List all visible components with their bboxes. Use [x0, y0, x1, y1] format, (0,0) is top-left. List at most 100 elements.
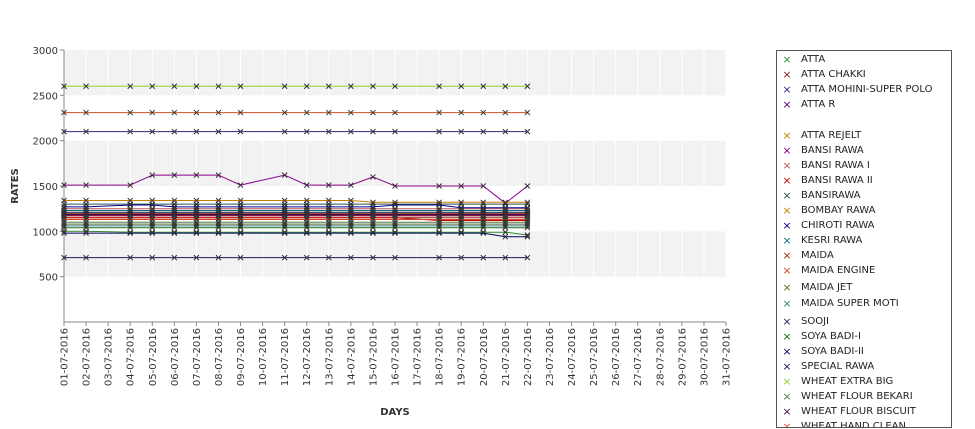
data-point [303, 128, 310, 135]
data-point [458, 199, 465, 206]
data-point [61, 230, 67, 237]
data-point [237, 182, 244, 188]
data-point [325, 211, 332, 217]
series-bombay-rawa [61, 197, 531, 206]
legend-label: MAIDA JET [801, 282, 853, 293]
data-point [83, 224, 89, 231]
data-point [370, 224, 376, 231]
x-tick-label: 28-07-2016 [655, 328, 666, 386]
data-point [392, 229, 398, 236]
data-point [480, 109, 487, 116]
data-point [436, 224, 442, 231]
data-point [215, 172, 222, 178]
data-point [171, 224, 178, 231]
x-tick-label: 20-07-2016 [479, 328, 490, 386]
data-point [436, 109, 442, 116]
legend-marker-icon: × [782, 390, 792, 403]
legend-label: WHEAT EXTRA BIG [801, 376, 894, 387]
legend-label: SPECIAL RAWA [801, 361, 875, 372]
data-point [524, 254, 531, 261]
data-point [436, 183, 442, 189]
legend-item-maida: × MAIDA [777, 249, 951, 263]
series-special-rawa [61, 254, 531, 261]
data-point [458, 109, 465, 116]
data-point [348, 254, 354, 261]
data-point [281, 254, 288, 261]
x-tick-label: 16-07-2016 [391, 328, 402, 386]
data-point [348, 128, 354, 135]
data-point [524, 233, 531, 240]
data-point [61, 128, 67, 135]
data-point [524, 109, 531, 116]
data-point [480, 219, 487, 226]
data-point [237, 224, 244, 231]
data-point [171, 109, 178, 116]
data-point [127, 219, 134, 226]
data-point [61, 109, 67, 116]
x-tick-label: 13-07-2016 [324, 328, 335, 386]
data-point [281, 224, 288, 231]
data-point [348, 230, 354, 237]
legend-item-wheat-flour-biscuit: × WHEAT FLOUR BISCUIT [777, 405, 951, 419]
data-point [392, 183, 398, 189]
data-point [215, 109, 222, 116]
grid-lines [63, 50, 727, 322]
legend-item-maida-jet: × MAIDA JET [777, 281, 951, 295]
x-tick-label: 29-07-2016 [677, 328, 688, 386]
data-point [348, 83, 354, 90]
data-point [325, 230, 332, 237]
data-point [325, 219, 332, 226]
data-point [127, 211, 134, 217]
data-point [237, 128, 244, 135]
data-point [127, 202, 134, 208]
data-point [281, 197, 288, 204]
data-point [480, 230, 487, 237]
legend-label: BANSI RAWA I [801, 160, 870, 171]
data-point [83, 109, 89, 116]
data-point [149, 211, 156, 217]
data-point [436, 128, 442, 135]
data-point [193, 197, 200, 204]
legend-marker-icon: × [782, 297, 792, 310]
data-point [127, 182, 134, 188]
data-point [436, 202, 442, 208]
data-point [193, 128, 200, 135]
legend-label: BANSI RAWA [801, 145, 864, 156]
data-point [524, 199, 531, 206]
data-point [458, 219, 465, 226]
data-point [502, 254, 509, 261]
data-point [193, 254, 200, 261]
legend-label: WHEAT FLOUR BEKARI [801, 391, 913, 402]
data-point [502, 224, 509, 231]
y-tick-label: 1000 [33, 227, 58, 238]
data-point [215, 128, 222, 135]
legend-item-wheat-hand-clean: × WHEAT HAND CLEAN [777, 420, 951, 427]
data-point [303, 230, 310, 237]
x-tick-label: 11-07-2016 [280, 328, 291, 386]
data-point [215, 197, 222, 204]
data-point [83, 230, 89, 237]
data-point [348, 109, 354, 116]
data-point [83, 83, 89, 90]
legend-item-atta: × ATTA [777, 53, 951, 67]
legend-label: BANSI RAWA II [801, 175, 873, 186]
data-point [171, 254, 178, 261]
data-point [83, 254, 89, 261]
legend-marker-icon: × [782, 83, 792, 96]
data-point [348, 229, 354, 236]
data-point [281, 219, 288, 226]
legend-item-soya-badi-ii: × SOYA BADI-II [777, 345, 951, 359]
data-point [303, 224, 310, 231]
data-point [61, 219, 67, 226]
legend-label: WHEAT FLOUR BISCUIT [801, 406, 916, 417]
data-point [480, 254, 487, 261]
data-point [458, 254, 465, 261]
legend-item-maida-super-moti: × MAIDA SUPER MOTI [777, 297, 951, 311]
x-tick-label: 27-07-2016 [633, 328, 644, 386]
data-point [458, 229, 465, 236]
data-point [458, 83, 465, 90]
legend-label: KESRI RAWA [801, 235, 863, 246]
legend-marker-icon: × [782, 249, 792, 262]
y-axis-ticks: 500 1000 1500 2000 2500 3000 [33, 46, 64, 284]
data-point [281, 83, 288, 90]
